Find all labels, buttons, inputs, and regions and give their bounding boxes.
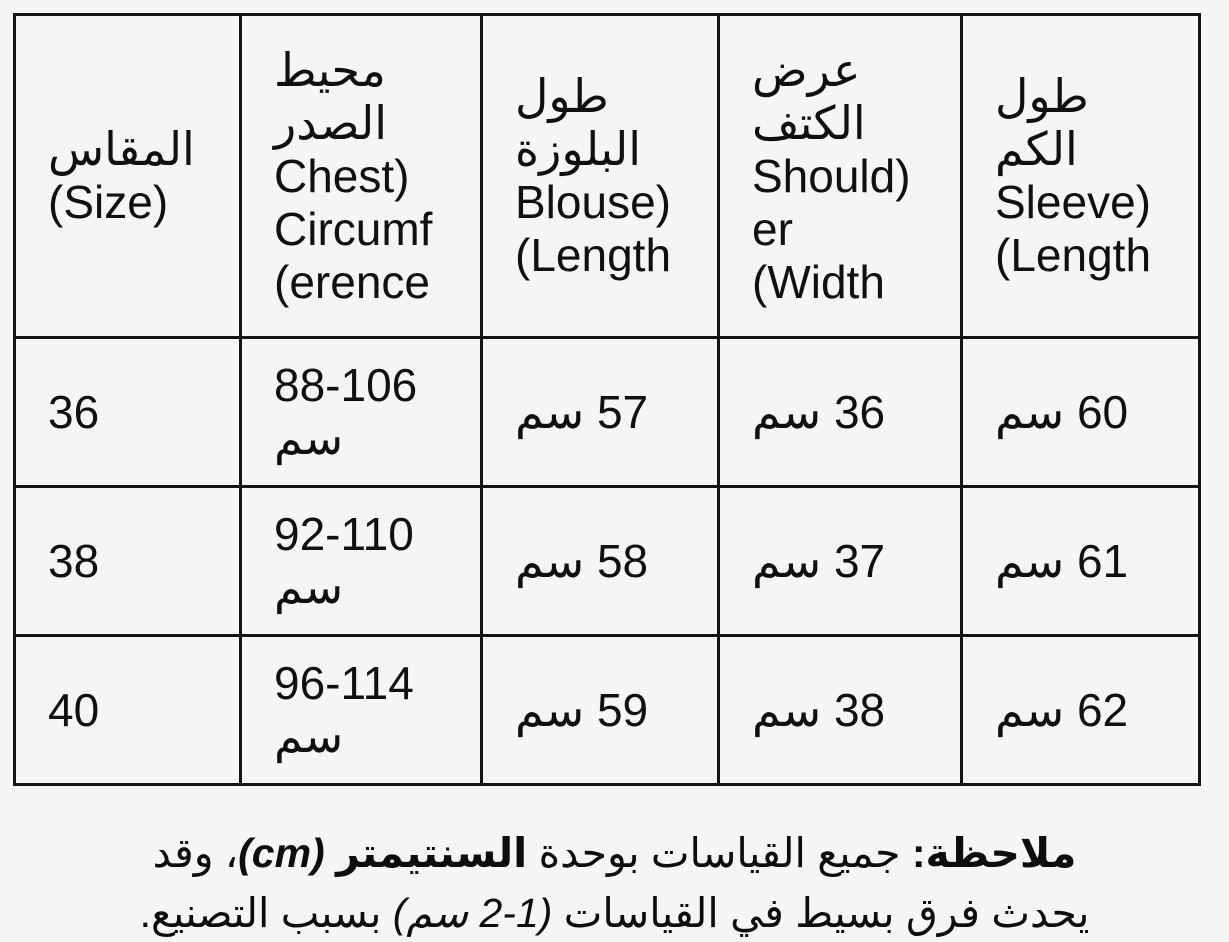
cell-shoulder-width: 36 سم: [717, 336, 963, 488]
table-row: 36 88-106 سم 57 سم 36 سم 60 سم: [13, 336, 1201, 488]
note-text: ، وقد: [152, 830, 239, 876]
cell-shoulder-width: 37 سم: [717, 485, 963, 637]
table-row: 40 96-114 سم 59 سم 38 سم 62 سم: [13, 634, 1201, 786]
header-cell-sleeve-length: طول الكم (Sleeve Length): [960, 13, 1201, 339]
header-cell-chest-circumference: محيط الصدر (Chest Circumference): [239, 13, 483, 339]
note-line-2: يحدث فرق بسيط في القياسات (1-2 سم) بسبب …: [10, 883, 1219, 942]
cell-sleeve-length: 61 سم: [960, 485, 1201, 637]
cell-sleeve-length: 60 سم: [960, 336, 1201, 488]
cell-size: 38: [13, 485, 242, 637]
cell-chest-circumference: 96-114 سم: [239, 634, 483, 786]
note-text: جميع القياسات بوحدة: [527, 830, 912, 876]
cell-chest-circumference: 92-110 سم: [239, 485, 483, 637]
cell-sleeve-length: 62 سم: [960, 634, 1201, 786]
cell-blouse-length: 58 سم: [480, 485, 720, 637]
cell-size: 40: [13, 634, 242, 786]
cell-size: 36: [13, 336, 242, 488]
size-chart-table: المقاس (Size) محيط الصدر (Chest Circumfe…: [13, 13, 1201, 786]
cell-blouse-length: 57 سم: [480, 336, 720, 488]
size-chart-page: المقاس (Size) محيط الصدر (Chest Circumfe…: [0, 13, 1229, 942]
header-cell-blouse-length: طول البلوزة (Blouse Length): [480, 13, 720, 339]
cell-chest-circumference: 88-106 سم: [239, 336, 483, 488]
note-unit-cm: (cm): [238, 830, 337, 876]
header-row: المقاس (Size) محيط الصدر (Chest Circumfe…: [13, 13, 1201, 339]
note-unit-word: السنتيمتر: [336, 830, 528, 876]
note-line-1: ملاحظة: جميع القياسات بوحدة السنتيمتر (c…: [10, 823, 1219, 883]
cell-blouse-length: 59 سم: [480, 634, 720, 786]
note-label: ملاحظة:: [911, 830, 1077, 876]
note-text: بسبب التصنيع.: [139, 890, 393, 936]
header-cell-shoulder-width: عرض الكتف (Shoulder Width): [717, 13, 963, 339]
measurement-note: ملاحظة: جميع القياسات بوحدة السنتيمتر (c…: [10, 823, 1219, 942]
header-cell-size: المقاس (Size): [13, 13, 242, 339]
cell-shoulder-width: 38 سم: [717, 634, 963, 786]
note-text: يحدث فرق بسيط في القياسات: [552, 890, 1090, 936]
table-row: 38 92-110 سم 58 سم 37 سم 61 سم: [13, 485, 1201, 637]
note-tolerance-range: (1-2 سم): [392, 890, 553, 936]
